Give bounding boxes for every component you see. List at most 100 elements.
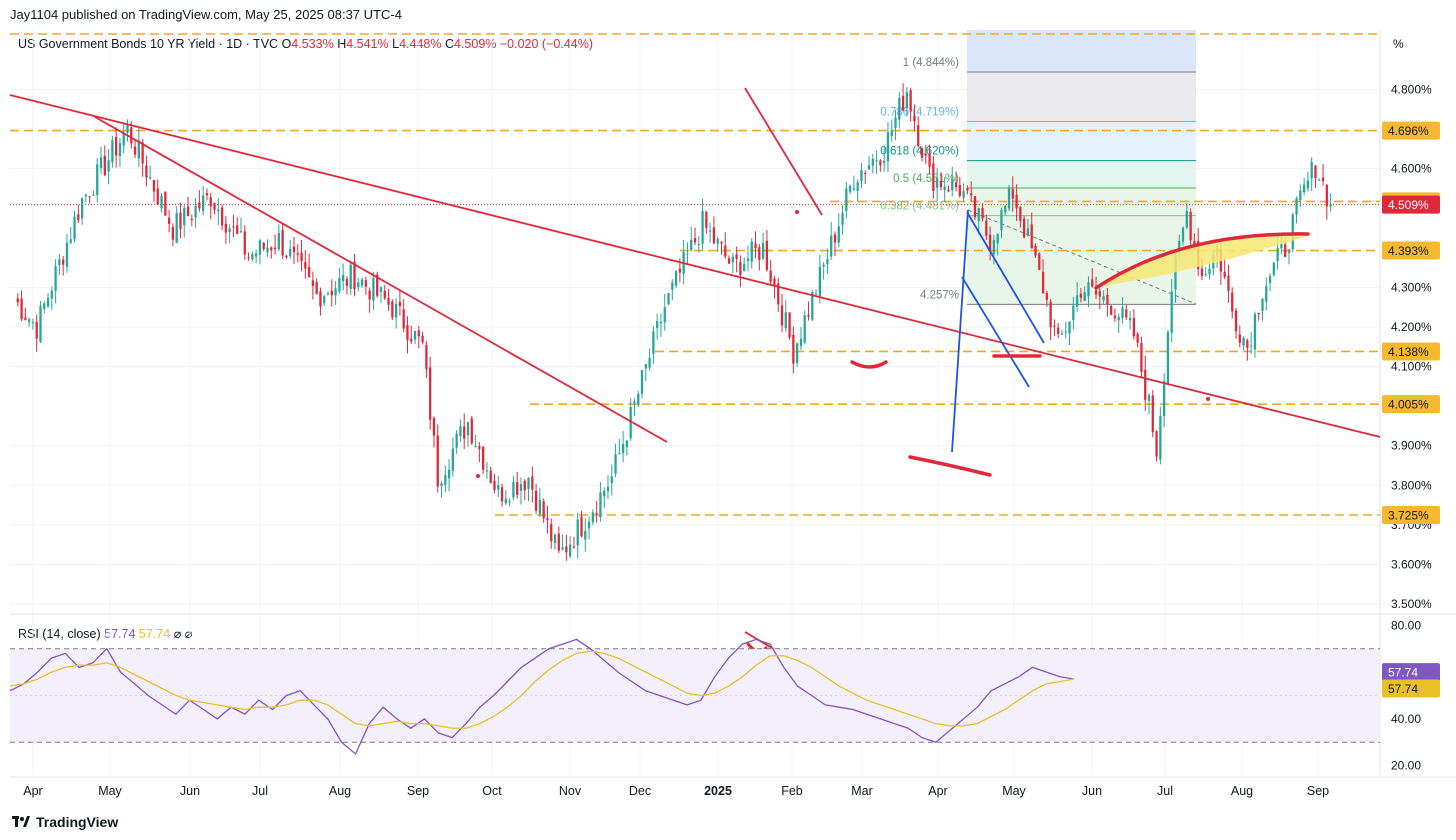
candle-body-30: [126, 124, 129, 133]
candle-body-314: [1200, 268, 1204, 276]
candle-body-302: [1155, 431, 1158, 457]
price-tick-2: 4.300%: [1391, 280, 1432, 294]
candle-body-86: [338, 278, 341, 292]
candle-body-198: [761, 242, 765, 259]
candle-body-48: [194, 206, 197, 218]
tradingview-brand[interactable]: TradingView: [12, 814, 118, 830]
candle-body-83: [326, 293, 330, 295]
candle-body-238: [913, 115, 916, 122]
open-value: 4.533%: [291, 37, 334, 51]
candle-body-4: [27, 319, 31, 323]
candle-body-7: [39, 305, 42, 342]
candle-body-43: [175, 212, 178, 243]
fib-label-3: 0.5 (4.551%): [893, 173, 959, 185]
candle-body-67: [266, 247, 269, 253]
candle-body-134: [519, 484, 523, 491]
fib-trend-dashed: [967, 209, 1197, 305]
level-tag-text-2: 4.509%: [1388, 198, 1429, 212]
candle-body-203: [780, 305, 784, 326]
candle-body-235: [901, 95, 905, 111]
time-tick-1: May: [98, 784, 122, 798]
candle-body-255: [977, 208, 980, 222]
symbol-title[interactable]: US Government Bonds 10 YR Yield · 1D · T…: [18, 37, 279, 51]
time-tick-2: Jun: [180, 784, 200, 798]
candle-body-309: [1181, 227, 1185, 242]
candle-body-341: [1302, 184, 1306, 193]
candle-body-225: [864, 172, 867, 174]
time-tick-14: Jun: [1082, 784, 1102, 798]
candle-body-113: [440, 483, 443, 487]
candle-body-85: [334, 288, 337, 296]
candle-body-234: [898, 98, 901, 120]
candle-body-277: [1060, 333, 1064, 335]
candle-body-111: [432, 418, 436, 436]
candle-body-157: [606, 486, 610, 492]
candle-body-293: [1121, 307, 1124, 318]
candle-body-254: [973, 196, 977, 218]
candle-body-51: [205, 193, 209, 196]
candle-body-224: [860, 169, 863, 182]
candle-body-152: [587, 521, 591, 529]
candle-body-89: [349, 264, 352, 289]
candle-body-331: [1265, 286, 1268, 302]
candle-body-347: [1325, 184, 1328, 207]
candle-body-77: [304, 262, 307, 269]
candle-body-144: [557, 533, 560, 551]
candle-body-71: [281, 229, 284, 256]
candle-body-132: [512, 481, 515, 498]
candle-body-326: [1246, 340, 1249, 348]
candle-body-209: [803, 315, 806, 343]
candle-body-176: [678, 268, 682, 273]
candle-body-164: [633, 401, 636, 404]
candle-body-173: [667, 293, 670, 305]
rsi-title[interactable]: RSI (14, close): [18, 627, 101, 641]
candle-body-301: [1151, 395, 1154, 433]
candle-body-237: [909, 90, 912, 112]
price-tick-8: 3.600%: [1391, 557, 1432, 571]
candle-body-307: [1174, 255, 1177, 290]
candle-body-107: [417, 330, 420, 337]
candle-body-93: [364, 280, 367, 287]
candle-body-339: [1295, 198, 1298, 215]
bottom-arc-1: [850, 360, 888, 369]
candle-body-105: [410, 338, 413, 342]
candle-body-116: [451, 448, 455, 471]
level-tag-text-6: 3.725%: [1388, 509, 1429, 523]
time-tick-4: Aug: [329, 784, 351, 798]
projection-fill: [1096, 233, 1308, 288]
candle-body-100: [391, 301, 394, 318]
candle-body-215: [826, 259, 829, 265]
candle-body-322: [1231, 292, 1234, 312]
level-tag-text-0: 4.696%: [1388, 124, 1429, 138]
fib-zone-618: [967, 160, 1196, 188]
flag-lower-line: [961, 276, 1030, 388]
candle-body-228: [875, 160, 878, 162]
time-tick-13: May: [1002, 784, 1026, 798]
candle-body-52: [209, 197, 212, 207]
candle-body-207: [796, 343, 799, 363]
candle-body-248: [951, 178, 954, 191]
candle-body-70: [277, 233, 280, 250]
candle-body-181: [697, 244, 700, 246]
bottom-arc-2: [908, 455, 992, 477]
candle-body-18: [80, 198, 84, 219]
candle-body-96: [376, 274, 379, 296]
candle-body-184: [708, 230, 712, 232]
candle-body-213: [818, 266, 821, 297]
candle-body-219: [841, 212, 844, 225]
candle-body-185: [712, 227, 716, 244]
candle-body-192: [739, 262, 742, 276]
candle-body-217: [833, 234, 837, 243]
candle-body-288: [1102, 296, 1105, 301]
candle-body-95: [372, 277, 375, 301]
candle-body-50: [202, 195, 205, 212]
candle-body-260: [996, 234, 999, 244]
axis-unit[interactable]: %: [1393, 37, 1404, 51]
candle-body-230: [883, 160, 886, 164]
candle-body-167: [644, 364, 647, 369]
candle-body-156: [603, 490, 606, 497]
candle-body-182: [701, 210, 704, 244]
price-tick-6: 3.800%: [1391, 478, 1432, 492]
candle-body-60: [239, 231, 243, 233]
